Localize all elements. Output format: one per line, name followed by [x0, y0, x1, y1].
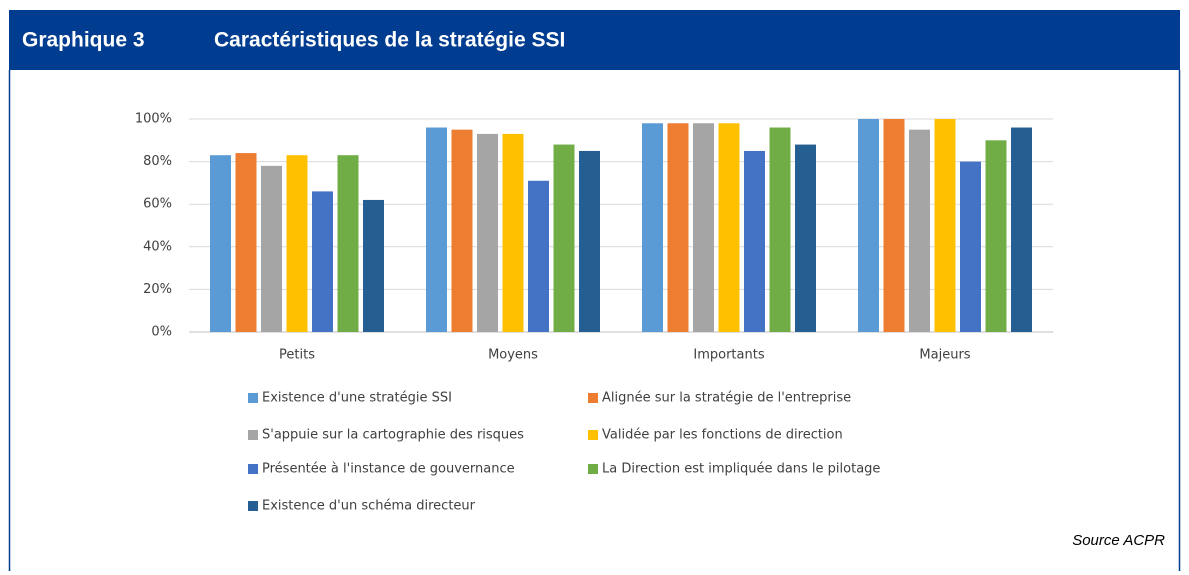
header-bar — [9, 10, 1180, 70]
y-tick-label: 100% — [135, 112, 172, 127]
bar — [286, 155, 308, 332]
header-title: Caractéristiques de la stratégie SSI — [214, 29, 565, 52]
bar — [451, 129, 473, 332]
bar — [883, 119, 905, 332]
legend-label: Validée par les fonctions de direction — [602, 428, 843, 443]
legend-label: Présentée à l'instance de gouvernance — [262, 462, 515, 477]
bar — [960, 161, 981, 332]
bar — [769, 127, 791, 333]
y-tick-label: 40% — [143, 239, 172, 254]
legend-swatch — [588, 464, 598, 474]
bar — [579, 150, 600, 332]
y-tick-label: 80% — [143, 154, 172, 169]
x-tick-label: Moyens — [488, 348, 538, 363]
legend-swatch — [248, 464, 258, 474]
legend-swatch — [248, 430, 258, 440]
bar — [426, 127, 447, 333]
x-tick-label: Importants — [693, 348, 764, 363]
bar — [553, 144, 575, 332]
bar — [693, 123, 714, 332]
bar — [210, 155, 231, 332]
bar — [934, 119, 956, 332]
legend-label: Existence d'une stratégie SSI — [262, 391, 452, 406]
bar — [909, 129, 930, 332]
header-number: Graphique 3 — [22, 29, 145, 52]
bar — [312, 191, 333, 332]
bar — [985, 140, 1007, 332]
x-tick-label: Petits — [279, 348, 315, 363]
bar — [502, 133, 524, 332]
legend-label: Alignée sur la stratégie de l'entreprise — [602, 391, 851, 406]
y-tick-label: 20% — [143, 282, 172, 297]
bar — [261, 165, 282, 332]
bar — [363, 199, 384, 332]
bar — [744, 150, 765, 332]
bar — [337, 155, 359, 332]
legend-swatch — [588, 393, 598, 403]
bar — [795, 144, 816, 332]
bar — [528, 180, 549, 332]
legend-label: S'appuie sur la cartographie des risques — [262, 428, 524, 443]
legend-swatch — [588, 430, 598, 440]
x-tick-label: Majeurs — [919, 348, 970, 363]
bar — [1011, 127, 1032, 333]
bar — [858, 119, 879, 332]
source: Source ACPR — [1072, 532, 1165, 549]
bar — [235, 153, 257, 332]
bar — [477, 133, 498, 332]
legend-swatch — [248, 501, 258, 511]
bar — [718, 123, 740, 332]
legend-swatch — [248, 393, 258, 403]
bar — [667, 123, 689, 332]
legend-label: Existence d'un schéma directeur — [262, 499, 476, 514]
y-tick-label: 0% — [151, 325, 172, 340]
y-tick-label: 60% — [143, 197, 172, 212]
legend-label: La Direction est impliquée dans le pilot… — [602, 462, 880, 477]
bar — [642, 123, 663, 332]
